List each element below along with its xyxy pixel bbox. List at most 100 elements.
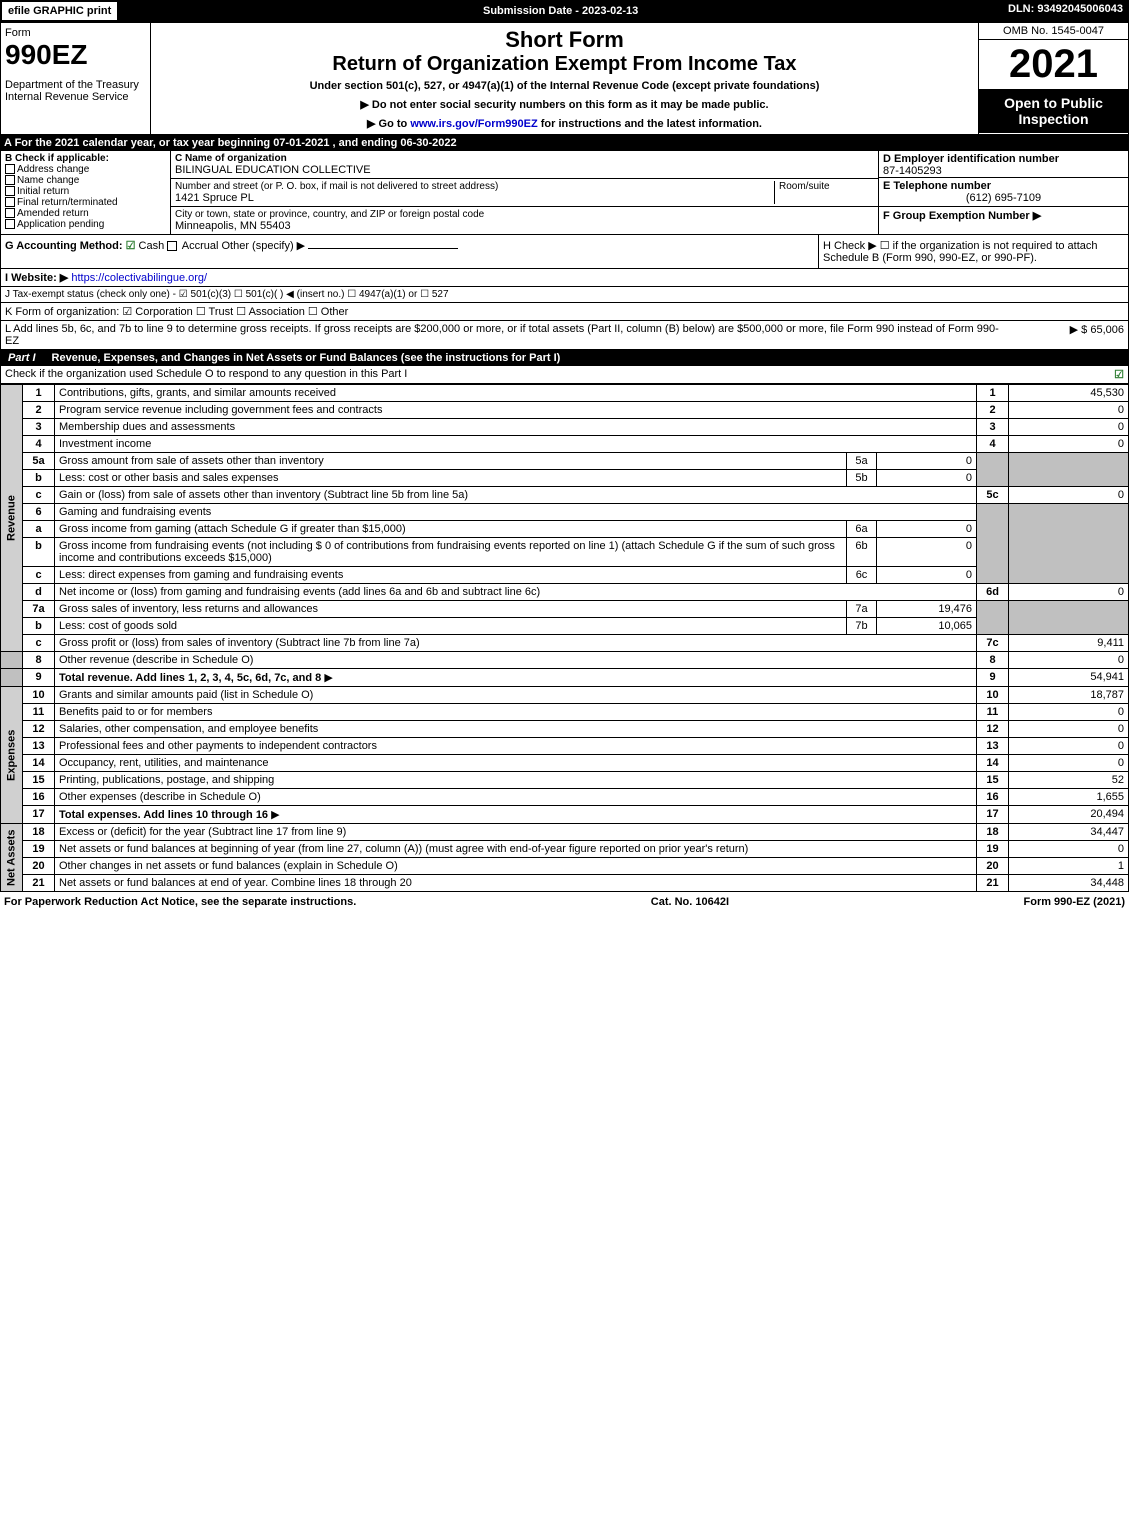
line-amount: 0 [1009,487,1129,504]
line-amount: 0 [1009,738,1129,755]
grey-cell [1,652,23,669]
checkbox-icon[interactable] [5,164,15,174]
table-row: bGross income from fundraising events (n… [1,538,1129,567]
top-bar: efile GRAPHIC print Submission Date - 20… [0,0,1129,22]
sub-amount: 0 [877,538,977,567]
checkbox-icon[interactable] [5,208,15,218]
line-desc: Gross income from fundraising events (no… [55,538,847,567]
line-ref: 6d [977,584,1009,601]
line-ref: 7c [977,635,1009,652]
grey-cell [1,669,23,687]
line-desc: Investment income [55,436,977,453]
city-value: Minneapolis, MN 55403 [175,220,874,232]
checkbox-icon[interactable] [5,197,15,207]
table-row: bLess: cost or other basis and sales exp… [1,470,1129,487]
line-desc: Total expenses. Add lines 10 through 16 … [55,806,977,824]
i-label: I Website: ▶ [5,272,68,284]
line-amount: 0 [1009,584,1129,601]
checkbox-icon[interactable] [5,219,15,229]
line-amount: 0 [1009,721,1129,738]
table-row: 14Occupancy, rent, utilities, and mainte… [1,755,1129,772]
irs-link[interactable]: www.irs.gov/Form990EZ [410,118,537,130]
line-amount: 0 [1009,402,1129,419]
line-amount: 1 [1009,858,1129,875]
line-desc: Program service revenue including govern… [55,402,977,419]
line-num: 15 [23,772,55,789]
g-cash: Cash [139,240,165,252]
line-l: L Add lines 5b, 6c, and 7b to line 9 to … [0,321,1129,350]
table-row: 15Printing, publications, postage, and s… [1,772,1129,789]
line-num: 20 [23,858,55,875]
sub-amount: 0 [877,521,977,538]
line-num: d [23,584,55,601]
line-desc: Printing, publications, postage, and shi… [55,772,977,789]
line-ref: 18 [977,824,1009,841]
revenue-side-label: Revenue [1,385,23,652]
phone-value: (612) 695-7109 [883,192,1124,204]
line-num: 7a [23,601,55,618]
checkbox-icon[interactable] [5,186,15,196]
line-desc: Other expenses (describe in Schedule O) [55,789,977,806]
part-i-header: Part I Revenue, Expenses, and Changes in… [0,350,1129,366]
grey-cell [1009,504,1129,584]
line-ref: 1 [977,385,1009,402]
sub-amount: 0 [877,453,977,470]
line-amount: 45,530 [1009,385,1129,402]
submission-date: Submission Date - 2023-02-13 [475,0,646,22]
line-ref: 13 [977,738,1009,755]
line-ref: 4 [977,436,1009,453]
line-ref: 2 [977,402,1009,419]
line-desc: Professional fees and other payments to … [55,738,977,755]
website-link[interactable]: https://colectivabilingue.org/ [71,272,207,284]
line-amount: 34,448 [1009,875,1129,892]
checkbox-icon[interactable] [5,175,15,185]
line-ref: 8 [977,652,1009,669]
line-num: c [23,635,55,652]
line-j: J Tax-exempt status (check only one) - ☑… [0,287,1129,303]
line-num: b [23,538,55,567]
line-amount: 0 [1009,419,1129,436]
table-row: 3Membership dues and assessments30 [1,419,1129,436]
footer-left: For Paperwork Reduction Act Notice, see … [4,896,356,908]
d-label: D Employer identification number [883,153,1124,165]
table-row: 20Other changes in net assets or fund ba… [1,858,1129,875]
line-ref: 5c [977,487,1009,504]
department: Department of the Treasury Internal Reve… [5,79,146,103]
line-amount: 0 [1009,841,1129,858]
g-block: G Accounting Method: ☑ Cash Accrual Othe… [1,235,818,268]
line-num: 1 [23,385,55,402]
line-desc: Occupancy, rent, utilities, and maintena… [55,755,977,772]
line-ref: 16 [977,789,1009,806]
line-ref: 21 [977,875,1009,892]
part-i-table: Revenue 1 Contributions, gifts, grants, … [0,384,1129,892]
header-left: Form 990EZ Department of the Treasury In… [1,23,151,134]
table-row: cGross profit or (loss) from sales of in… [1,635,1129,652]
col-b: B Check if applicable: Address change Na… [1,151,171,234]
line-desc: Gaming and fundraising events [55,504,977,521]
line-desc: Gross profit or (loss) from sales of inv… [55,635,977,652]
form-number: 990EZ [5,39,146,71]
form-header: Form 990EZ Department of the Treasury In… [0,22,1129,135]
line-i: I Website: ▶ https://colectivabilingue.o… [0,269,1129,287]
line-ref: 20 [977,858,1009,875]
city-label: City or town, state or province, country… [175,209,874,220]
line-ref: 14 [977,755,1009,772]
line-num: 14 [23,755,55,772]
checkbox-icon[interactable] [167,241,177,251]
table-row: Expenses 10Grants and similar amounts pa… [1,687,1129,704]
line-desc: Membership dues and assessments [55,419,977,436]
line-num: 8 [23,652,55,669]
line-desc: Gross amount from sale of assets other t… [55,453,847,470]
b-opt-final: Final return/terminated [5,197,166,208]
check-icon: ☑ [1114,368,1124,381]
sub-line-num: 6c [847,567,877,584]
table-row: 16Other expenses (describe in Schedule O… [1,789,1129,806]
table-row: Net Assets 18Excess or (deficit) for the… [1,824,1129,841]
line-num: 6 [23,504,55,521]
line-amount: 0 [1009,704,1129,721]
b-opt-amended: Amended return [5,208,166,219]
table-row: 19Net assets or fund balances at beginni… [1,841,1129,858]
line-ref: 9 [977,669,1009,687]
section-bcdef: B Check if applicable: Address change Na… [0,151,1129,235]
line-amount: 52 [1009,772,1129,789]
